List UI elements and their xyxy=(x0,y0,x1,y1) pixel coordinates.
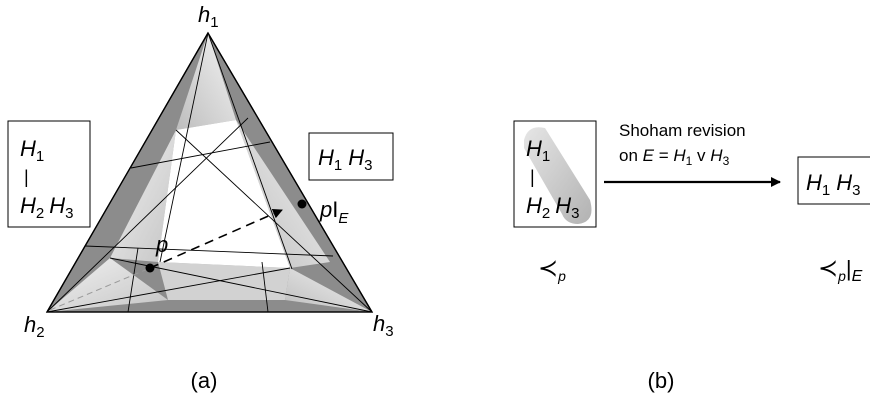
caption-b: (b) xyxy=(648,368,675,393)
ranking-box-right: H1 H3 xyxy=(308,132,394,181)
revision-arrow-dashed xyxy=(149,209,283,269)
vertex-label-h2: h2 xyxy=(24,312,45,341)
dashed-ray xyxy=(49,267,151,311)
point-p-revised xyxy=(297,199,307,209)
svg-text:H1: H1 xyxy=(526,136,550,165)
order-label-prior: ≺p xyxy=(538,255,566,284)
simplex-triangle xyxy=(45,31,374,313)
ranking-box-left: H1 | H2 H3 xyxy=(7,120,91,228)
svg-text:|: | xyxy=(24,167,29,187)
vertex-label-h1: h1 xyxy=(198,2,219,31)
order-label-posterior: ≺p|E xyxy=(818,255,863,285)
point-p xyxy=(145,263,155,273)
ranking-box-prior: H1 | H2 H3 xyxy=(513,120,597,228)
ranking-box-posterior: H1 H3 xyxy=(797,156,870,205)
revision-label-line1: Shoham revision xyxy=(619,121,746,140)
vertex-label-h3: h3 xyxy=(373,311,394,340)
svg-text:H1: H1 xyxy=(20,136,44,165)
svg-text:|: | xyxy=(530,167,535,187)
point-p-label: p xyxy=(155,232,168,257)
point-p-revised-label: pIE xyxy=(319,197,349,227)
revision-label-line2: on E = H1 v H3 xyxy=(619,146,730,168)
caption-a: (a) xyxy=(191,368,218,393)
